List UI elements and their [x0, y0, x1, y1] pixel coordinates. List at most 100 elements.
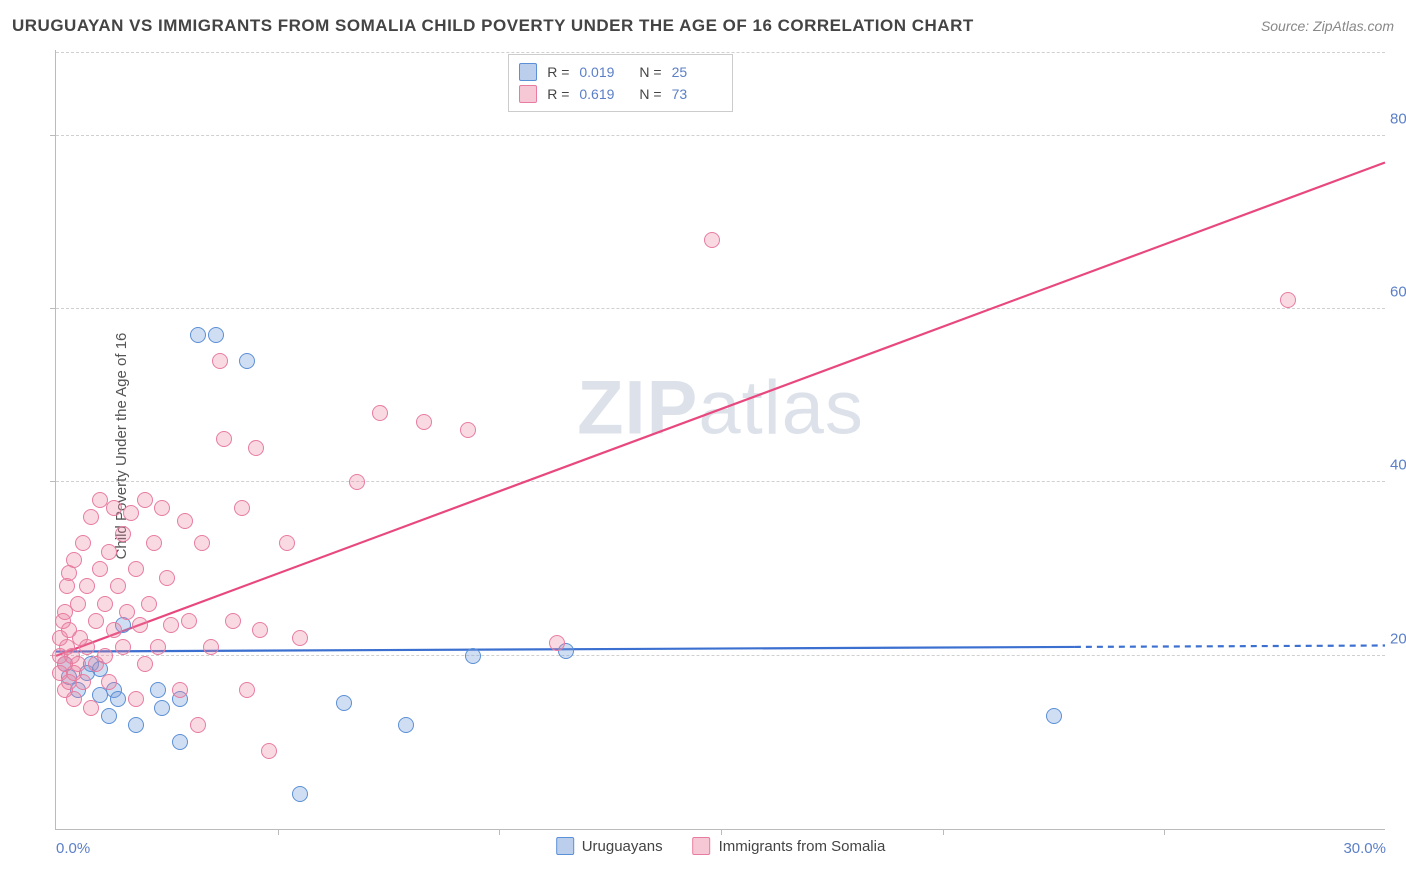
data-point-somalia [203, 639, 219, 655]
data-point-uruguayans [336, 695, 352, 711]
legend-r-value: 0.019 [579, 64, 629, 80]
data-point-somalia [248, 440, 264, 456]
data-point-somalia [123, 505, 139, 521]
data-point-somalia [83, 509, 99, 525]
data-point-somalia [159, 570, 175, 586]
data-point-somalia [92, 561, 108, 577]
data-point-somalia [88, 613, 104, 629]
legend-swatch [693, 837, 711, 855]
data-point-somalia [128, 691, 144, 707]
data-point-uruguayans [110, 691, 126, 707]
data-point-uruguayans [1046, 708, 1062, 724]
data-point-somalia [101, 544, 117, 560]
legend-stats: R = 0.019 N = 25 R = 0.619 N = 73 [508, 54, 732, 112]
legend-r-label: R = [547, 86, 569, 102]
data-point-somalia [181, 613, 197, 629]
x-tick-label: 0.0% [56, 840, 90, 857]
data-point-somalia [101, 674, 117, 690]
data-point-somalia [239, 682, 255, 698]
data-point-somalia [292, 630, 308, 646]
legend-swatch [519, 85, 537, 103]
data-point-somalia [75, 674, 91, 690]
data-point-somalia [225, 613, 241, 629]
data-point-somalia [212, 353, 228, 369]
data-point-somalia [163, 617, 179, 633]
data-point-somalia [416, 414, 432, 430]
data-point-somalia [97, 648, 113, 664]
data-point-somalia [110, 578, 126, 594]
data-point-somalia [115, 526, 131, 542]
data-point-somalia [150, 639, 166, 655]
legend-n-label: N = [639, 86, 661, 102]
legend-r-value: 0.619 [579, 86, 629, 102]
data-point-somalia [115, 639, 131, 655]
data-point-somalia [75, 535, 91, 551]
legend-stats-row: R = 0.619 N = 73 [519, 83, 721, 105]
chart-header: URUGUAYAN VS IMMIGRANTS FROM SOMALIA CHI… [12, 16, 1394, 36]
x-tick [499, 829, 500, 835]
x-tick-label: 30.0% [1343, 840, 1386, 857]
data-point-somalia [216, 431, 232, 447]
data-point-somalia [252, 622, 268, 638]
data-point-somalia [70, 656, 86, 672]
legend-swatch [519, 63, 537, 81]
data-point-somalia [234, 500, 250, 516]
data-point-uruguayans [190, 327, 206, 343]
data-point-somalia [132, 617, 148, 633]
chart-source: Source: ZipAtlas.com [1261, 18, 1394, 34]
legend-series-item: Uruguayans [556, 837, 663, 855]
data-point-somalia [1280, 292, 1296, 308]
data-point-uruguayans [398, 717, 414, 733]
data-point-somalia [83, 700, 99, 716]
data-point-somalia [190, 717, 206, 733]
data-point-uruguayans [101, 708, 117, 724]
legend-n-label: N = [639, 64, 661, 80]
data-point-uruguayans [465, 648, 481, 664]
data-point-uruguayans [172, 734, 188, 750]
y-tick-label: 80.0% [1390, 110, 1406, 127]
x-tick [721, 829, 722, 835]
legend-series-item: Immigrants from Somalia [693, 837, 886, 855]
data-point-somalia [66, 552, 82, 568]
data-point-uruguayans [239, 353, 255, 369]
data-point-somalia [119, 604, 135, 620]
data-point-somalia [177, 513, 193, 529]
data-point-uruguayans [154, 700, 170, 716]
data-point-somalia [372, 405, 388, 421]
data-point-somalia [106, 622, 122, 638]
legend-n-value: 25 [672, 64, 722, 80]
data-point-somalia [460, 422, 476, 438]
data-point-somalia [70, 596, 86, 612]
x-tick [278, 829, 279, 835]
data-point-somalia [549, 635, 565, 651]
data-point-somalia [154, 500, 170, 516]
data-point-somalia [66, 691, 82, 707]
data-point-somalia [141, 596, 157, 612]
data-point-somalia [194, 535, 210, 551]
data-point-uruguayans [208, 327, 224, 343]
data-point-somalia [704, 232, 720, 248]
chart-title: URUGUAYAN VS IMMIGRANTS FROM SOMALIA CHI… [12, 16, 974, 36]
y-tick-label: 60.0% [1390, 284, 1406, 301]
data-point-somalia [146, 535, 162, 551]
x-tick [1164, 829, 1165, 835]
legend-swatch [556, 837, 574, 855]
legend-stats-row: R =0.019N =25 [519, 61, 721, 83]
data-point-uruguayans [150, 682, 166, 698]
x-tick [943, 829, 944, 835]
data-point-uruguayans [128, 717, 144, 733]
data-point-somalia [79, 639, 95, 655]
data-point-somalia [97, 596, 113, 612]
legend-series-label: Uruguayans [582, 838, 663, 855]
data-point-somalia [137, 656, 153, 672]
legend-series-label: Immigrants from Somalia [719, 838, 886, 855]
data-point-somalia [261, 743, 277, 759]
y-tick-label: 40.0% [1390, 457, 1406, 474]
data-point-somalia [128, 561, 144, 577]
data-point-somalia [79, 578, 95, 594]
data-point-somalia [349, 474, 365, 490]
data-point-somalia [106, 500, 122, 516]
legend-n-value: 73 [672, 86, 722, 102]
chart-plot-area: ZIPatlas 20.0%40.0%60.0%80.0%0.0%30.0%R … [55, 50, 1385, 830]
y-tick-label: 20.0% [1390, 630, 1406, 647]
